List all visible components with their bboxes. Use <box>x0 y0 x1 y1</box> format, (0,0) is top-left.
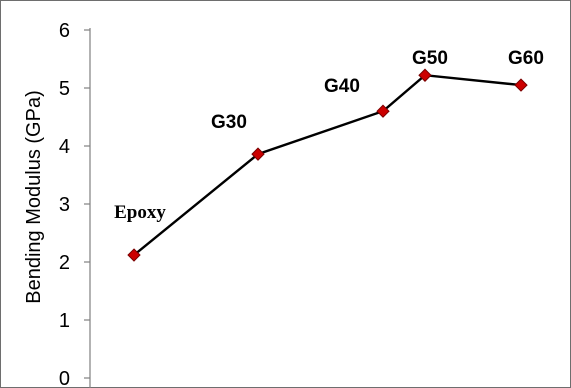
y-tick-label: 3 <box>59 194 70 216</box>
y-tick-label: 5 <box>59 78 70 100</box>
data-point-marker <box>514 78 528 92</box>
y-ticks: 0 1 2 3 4 5 6 <box>59 20 90 388</box>
point-labels: Epoxy G30 G40 G50 G60 <box>114 48 544 223</box>
series-markers <box>127 68 528 262</box>
y-axis-title: Bending Modulus (GPa) <box>23 90 45 303</box>
data-point-label: Epoxy <box>114 202 166 223</box>
data-point-label: G40 <box>324 76 360 97</box>
data-point-marker <box>127 248 141 262</box>
y-tick-label: 0 <box>59 368 70 388</box>
y-tick-label: 1 <box>59 310 70 332</box>
series-line <box>133 73 522 256</box>
y-tick-label: 6 <box>59 20 70 42</box>
y-tick-label: 4 <box>59 136 70 158</box>
data-point-label: G30 <box>211 112 247 133</box>
data-point-label: G60 <box>508 48 544 69</box>
y-tick-label: 2 <box>59 252 70 274</box>
data-point-label: G50 <box>412 48 448 69</box>
series-polyline <box>133 73 522 256</box>
data-point-marker <box>418 68 432 82</box>
data-point-marker <box>251 147 265 161</box>
data-point-marker <box>376 104 390 118</box>
